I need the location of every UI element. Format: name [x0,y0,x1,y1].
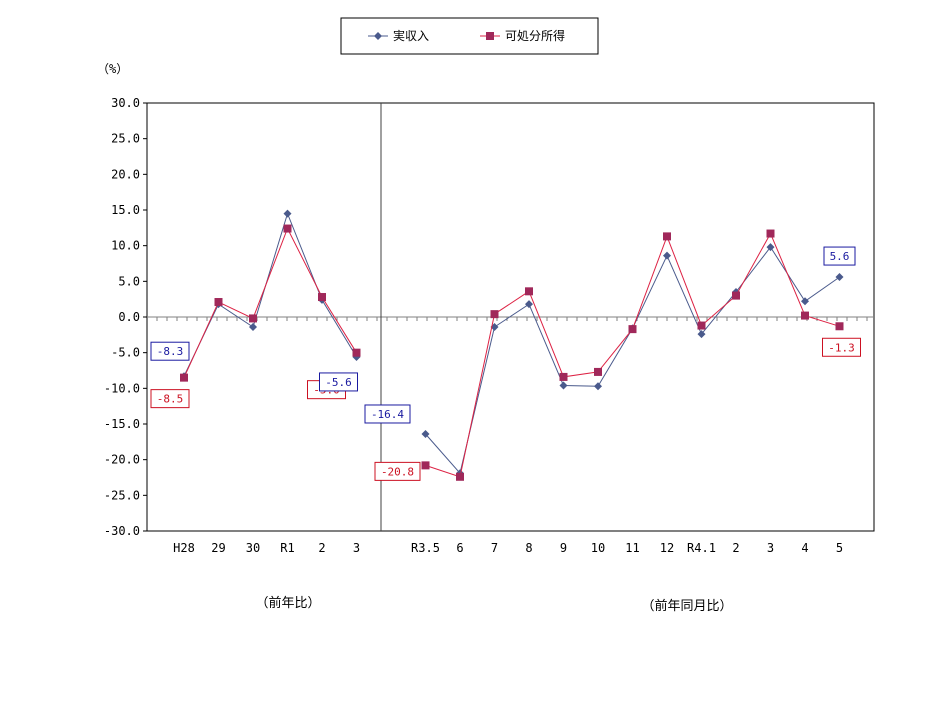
legend-marker-disposable [486,32,494,40]
x-tick-label: 4 [801,541,808,555]
data-label-box [150,389,190,409]
y-tick-label: -5.0 [111,346,140,360]
data-point-square [249,314,257,323]
data-label: -8.5 [157,393,184,406]
data-label: -16.4 [371,408,404,421]
x-tick-label: 11 [625,541,639,555]
data-point-square [663,232,671,241]
y-axis: 30.0 25.0 20.0 15.0 10.0 5.0 0.0 -5.0 -10.0 -15.0… [104,96,868,538]
x-tick-label: 2 [732,541,739,555]
series-line-1 [183,227,357,378]
data-point-square [180,373,188,382]
legend-marker-income [374,32,382,40]
x-tick-label: 3 [353,541,360,555]
data-point-square [421,461,430,470]
data-label: -20.8 [381,465,414,478]
data-label-box [150,341,190,361]
data-point-square [352,348,361,357]
data-point-square [214,298,223,307]
y-tick-label: -15.0 [104,417,140,431]
y-tick-label: -30.0 [104,524,140,538]
x-axis: H28 29 30 R1 2 3 R3.5 6 7 8 9 10 11 12 R4.1 2 3 4 5 [173,541,843,555]
y-tick-label: 20.0 [111,167,140,181]
data-label: 5.6 [830,250,850,263]
group-label-yoy: （前年比） [255,595,320,611]
data-point-square [697,321,706,330]
x-tick-label: 12 [660,541,674,555]
y-tick-label: 25.0 [111,132,140,146]
data-label-box [374,461,421,481]
series-layer [180,209,844,481]
data-point-square [456,472,464,481]
group-label-yoy-month: （前年同月比） [641,598,732,614]
series-line-0 [425,246,840,475]
data-point-diamond [283,209,292,218]
data-point-square [628,325,637,334]
x-tick-label: 7 [491,541,498,555]
x-tick-label: H28 [173,541,195,555]
y-tick-label: 5.0 [118,274,140,288]
data-point-diamond [663,251,671,260]
x-tick-label: 10 [591,541,605,555]
legend-label-disposable: 可処分所得 [505,28,565,43]
x-tick-label: 8 [525,541,532,555]
data-point-square [525,287,533,296]
data-point-square [835,322,844,331]
data-point-square [732,291,740,300]
data-point-diamond [559,381,568,390]
data-point-square [594,367,602,376]
data-label-box [364,404,411,424]
x-tick-label: 5 [836,541,843,555]
data-point-diamond [766,243,775,252]
y-tick-label: 0.0 [118,310,140,324]
x-tick-label: 6 [456,541,463,555]
y-tick-label: -10.0 [104,381,140,395]
y-tick-label: 30.0 [111,96,140,110]
legend: 実収入 可処分所得 [340,17,599,55]
y-tick-label: 10.0 [111,239,140,253]
x-tick-label: R4.1 [687,541,716,555]
x-tick-label: 29 [211,541,225,555]
data-point-diamond [594,382,602,391]
data-point-square [559,372,568,381]
data-point-diamond [835,273,844,282]
data-point-diamond [801,297,809,306]
data-label: -8.3 [157,345,184,358]
y-tick-label: -25.0 [104,488,140,502]
data-point-square [490,310,499,319]
data-label-box [823,246,856,266]
x-tick-label: 2 [318,541,325,555]
legend-label-income: 実収入 [393,28,429,43]
x-tick-label: 9 [560,541,567,555]
data-point-square [283,224,292,233]
data-point-square [801,311,809,320]
y-unit-label: （%） [97,62,128,76]
data-point-diamond [697,330,706,339]
data-label-box [319,372,358,392]
series-line-0 [183,212,357,377]
annotation-layer: -8.3-8.5-5.0-5.6-16.4-20.85.6-1.3 [150,246,861,481]
data-point-square [766,229,775,238]
data-point-diamond [249,322,257,331]
data-point-diamond [421,429,430,438]
x-tick-label: R3.5 [411,541,440,555]
data-point-diamond [525,300,533,309]
data-label: -5.6 [325,376,352,389]
data-label-box [822,337,861,357]
x-tick-label: 3 [767,541,774,555]
x-tick-label: R1 [280,541,294,555]
y-tick-label: -20.0 [104,453,140,467]
data-label: -1.3 [828,341,855,354]
x-tick-label: 30 [246,541,260,555]
y-tick-label: 15.0 [111,203,140,217]
data-point-square [318,293,326,302]
